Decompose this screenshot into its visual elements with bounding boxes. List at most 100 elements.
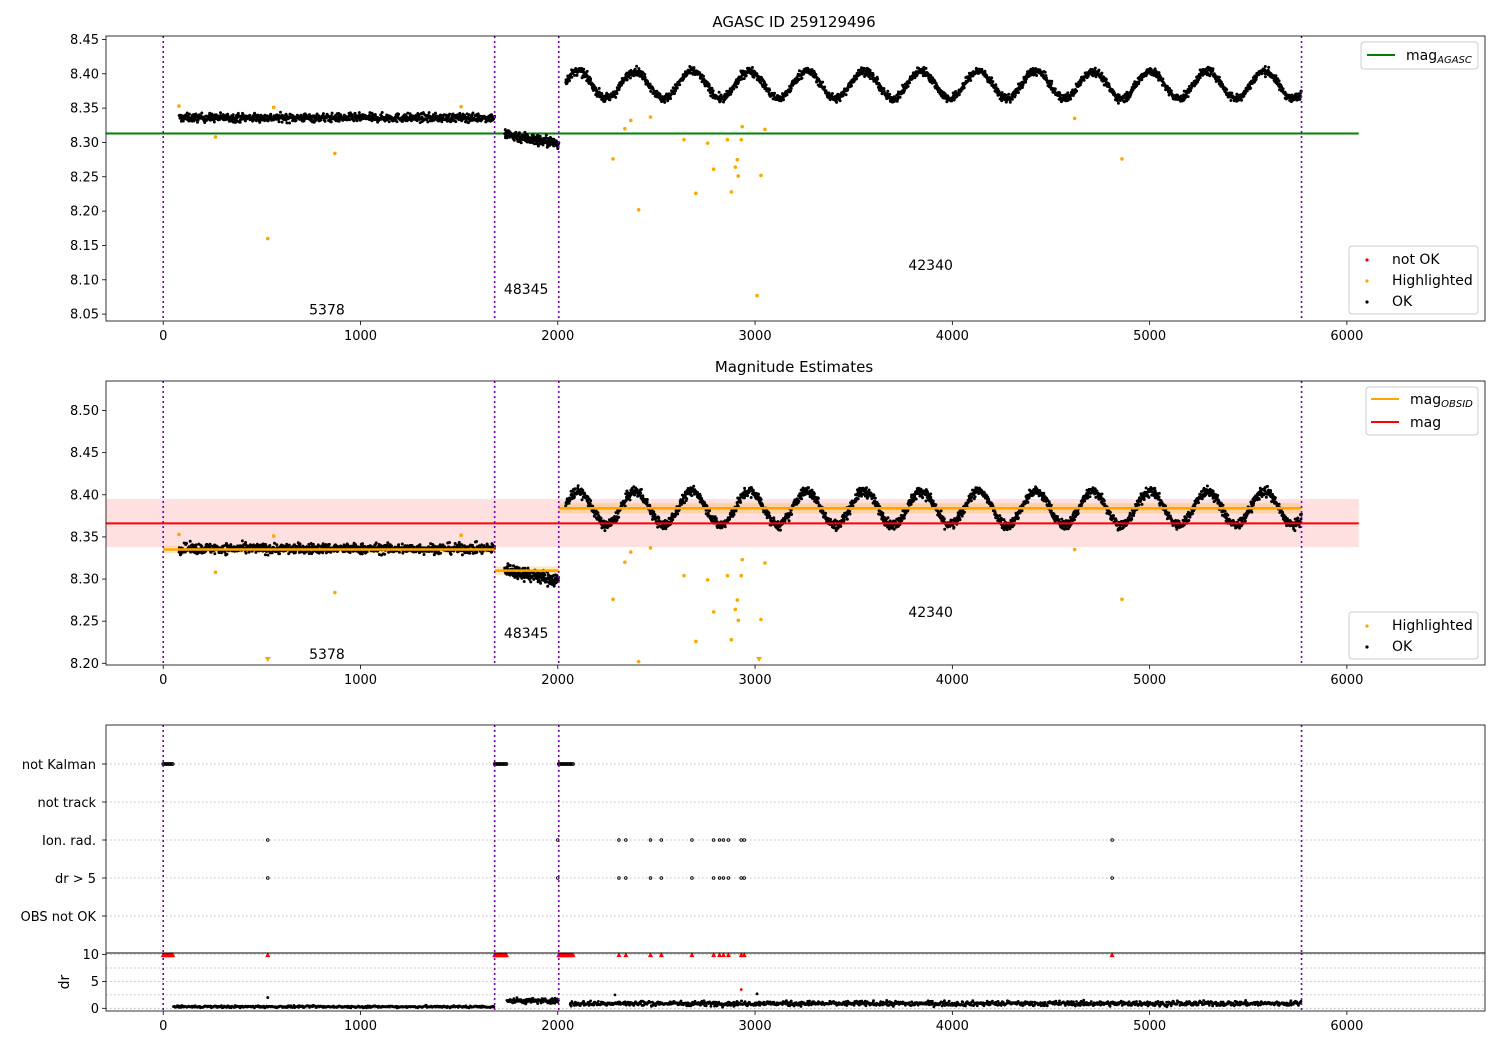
highlighted-point — [729, 190, 734, 194]
ok-point — [213, 552, 217, 556]
ok-point — [876, 85, 880, 89]
ok-point — [468, 551, 472, 555]
ok-point — [1277, 79, 1281, 83]
ok-point — [449, 552, 453, 556]
ok-point — [418, 543, 422, 547]
ok-point — [458, 111, 462, 115]
highlighted-point — [459, 104, 463, 109]
ok-point — [275, 543, 279, 547]
ok-point — [608, 98, 612, 102]
ok-point — [529, 580, 533, 584]
ok-point — [1100, 71, 1104, 75]
ok-point — [635, 64, 639, 68]
ok-point — [729, 92, 733, 96]
highlighted-point — [711, 167, 716, 172]
ok-point — [898, 95, 902, 99]
ok-point — [692, 66, 696, 70]
ok-point — [910, 77, 914, 81]
obsid-label: 48345 — [504, 282, 549, 298]
ok-point — [943, 92, 947, 96]
ok-point — [663, 100, 667, 104]
ok-point — [226, 112, 230, 116]
ok-point — [448, 112, 452, 116]
ok-point — [244, 541, 248, 544]
ok-point — [1000, 91, 1004, 95]
ok-point — [846, 88, 850, 92]
legend-agasc-line: magAGASC — [1360, 41, 1479, 70]
ok-point — [600, 92, 604, 95]
ok-point — [192, 119, 196, 123]
ok-point — [353, 111, 357, 115]
ok-point — [547, 138, 551, 142]
ok-point — [732, 87, 736, 90]
ok-point — [287, 543, 291, 547]
ok-point — [422, 553, 426, 556]
ok-point — [1116, 101, 1120, 105]
ok-point — [490, 113, 494, 117]
ok-point — [615, 92, 619, 95]
ok-point — [768, 88, 772, 92]
ok-point — [570, 75, 574, 79]
ok-point — [1043, 70, 1047, 74]
highlighted-point — [733, 165, 738, 169]
ok-point — [350, 113, 354, 117]
ok-point — [596, 511, 600, 515]
ok-point — [617, 515, 621, 519]
highlighted-point — [682, 137, 686, 142]
highlighted-point — [694, 191, 698, 196]
ok-point — [1169, 89, 1173, 93]
ok-point — [225, 552, 229, 556]
highlighted-point — [735, 157, 740, 162]
ok-point — [707, 83, 711, 87]
ok-point — [196, 120, 199, 124]
highlighted-point — [1072, 116, 1077, 121]
ok-point — [236, 111, 240, 115]
ok-point — [735, 85, 739, 89]
ok-point — [476, 112, 480, 116]
ok-point — [516, 577, 520, 581]
ok-point — [554, 139, 558, 143]
ok-point — [536, 144, 540, 148]
ok-point — [546, 584, 550, 588]
y-tick-label: 8.35 — [70, 102, 99, 117]
ok-point — [669, 97, 673, 100]
ok-point — [637, 67, 641, 71]
highlighted-point — [736, 174, 741, 178]
highlighted-point — [725, 137, 730, 142]
ok-point — [797, 69, 801, 73]
ok-point — [882, 87, 886, 90]
ok-point — [448, 541, 451, 544]
x-tick-label: 0 — [159, 329, 167, 344]
ok-point — [339, 113, 343, 117]
ok-point — [568, 79, 571, 83]
ok-point — [962, 86, 966, 90]
legend-highlighted: Highlighted — [1392, 273, 1473, 289]
ok-point — [1267, 65, 1271, 69]
highlighted-point — [1120, 157, 1124, 161]
ok-point — [323, 119, 327, 123]
ok-point — [181, 119, 185, 123]
highlighted-point — [759, 173, 763, 178]
ok-point — [278, 552, 281, 556]
ok-point — [645, 498, 649, 501]
x-tick-label: 3000 — [739, 329, 772, 344]
ok-point — [850, 84, 853, 88]
ok-point — [200, 111, 204, 115]
y-tick-label: 8.45 — [70, 446, 99, 461]
ok-point — [855, 77, 858, 81]
ok-point — [397, 550, 401, 554]
ok-point — [876, 77, 880, 81]
ok-point — [333, 114, 337, 118]
highlighted-point — [739, 137, 744, 142]
ok-point — [1075, 89, 1079, 93]
ok-point — [639, 491, 643, 495]
ok-point — [188, 539, 192, 543]
highlighted-point — [628, 118, 633, 123]
ok-point — [1140, 78, 1144, 82]
ok-point — [772, 94, 776, 98]
y-tick-label: 8.30 — [70, 573, 99, 588]
legend-not-ok: not OK — [1392, 252, 1440, 268]
ok-point — [374, 541, 378, 545]
ok-point — [888, 92, 892, 96]
ok-point — [823, 85, 827, 89]
